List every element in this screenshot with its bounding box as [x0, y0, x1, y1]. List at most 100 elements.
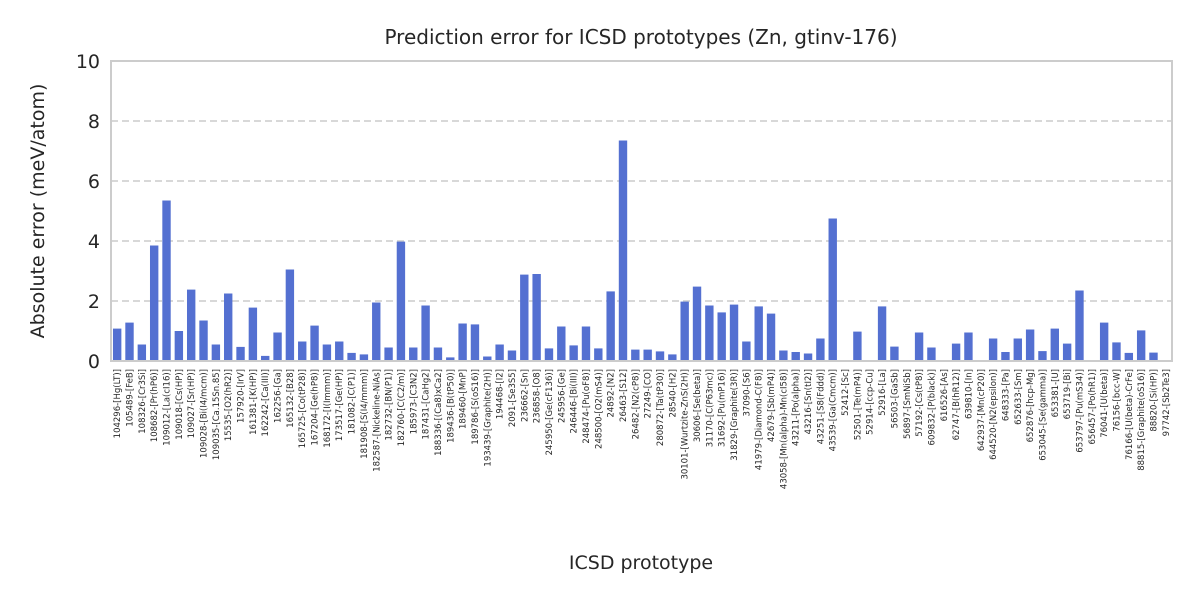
x-tick-label: 653381-[U]: [1051, 369, 1061, 417]
x-tick-label: 76156-[bcc-W]: [1112, 369, 1122, 432]
x-tick-label: 31829-[Graphite(3R)]: [730, 369, 740, 461]
x-tick-label: 162242-[Ca(III)]: [261, 369, 271, 436]
bar: [1124, 352, 1134, 361]
y-tick-label: 2: [88, 291, 100, 313]
x-tick-label: 37090-[S6]: [742, 369, 752, 417]
x-tick-label: 639810-[In]: [964, 369, 974, 419]
x-tick-label: 189786-[S(oS16)]: [471, 369, 481, 445]
x-tick-label: 181908-[S(I4/mmm)]: [360, 369, 370, 459]
bar: [372, 302, 381, 361]
x-tick-label: 653045-[Se(gamma)]: [1038, 369, 1048, 461]
bar: [569, 345, 578, 361]
bar: [310, 325, 319, 361]
x-tick-label: 652876-[hcp-Mg]: [1026, 369, 1036, 442]
x-tick-label: 24892-[N2]: [607, 369, 617, 418]
x-tick-label: 280872-[Ta(tP30)]: [656, 369, 666, 446]
bar: [162, 200, 171, 361]
bar: [483, 356, 492, 361]
x-tick-label: 26463-[S12]: [619, 369, 629, 422]
bar: [261, 355, 270, 361]
x-tick-label: 15535-[O2(hR2)]: [224, 369, 234, 441]
bar: [174, 331, 184, 361]
x-tick-label: 76166-[U(beta)-CrFe]: [1125, 369, 1135, 460]
x-axis-label: ICSD prototype: [569, 552, 713, 574]
bar: [409, 347, 418, 361]
x-tick-label: 165132-[B28]: [286, 369, 296, 428]
bar: [877, 306, 887, 361]
bar: [211, 344, 221, 361]
plot-frame: [110, 60, 1173, 362]
x-tick-label: 168172-[I(Immm)]: [323, 369, 333, 448]
bar: [421, 305, 430, 361]
x-tick-label: 644520-[N2(epsilon)]: [989, 369, 999, 460]
x-tick-label: 248474-[Pu(oF8)]: [582, 369, 592, 444]
bar: [766, 313, 776, 361]
x-tick-label: 43058-[Mn(alpha)-Mn(cI58)]: [779, 369, 789, 489]
y-tick-label: 4: [88, 231, 100, 253]
bar: [335, 341, 344, 361]
bar: [1062, 343, 1072, 361]
bar: [779, 350, 788, 361]
bar: [729, 304, 739, 361]
bar: [1075, 290, 1084, 361]
bar: [951, 343, 961, 361]
x-tick-label: 189460-[MnP]: [459, 369, 469, 429]
x-tick-label: 245956-[Ge]: [557, 369, 567, 423]
x-tick-label: 609832-[P(black)]: [927, 369, 937, 445]
x-tick-label: 56897-[SmNiSb]: [903, 369, 913, 439]
x-tick-label: 236858-[O8]: [533, 369, 543, 423]
x-tick-label: 108682-[Pr(hP6)]: [150, 369, 160, 442]
x-tick-label: 31692-[Pu(mP16)]: [718, 369, 728, 447]
bar: [631, 349, 640, 361]
x-tick-label: 62747-[B(hR12)]: [952, 369, 962, 440]
bar: [754, 306, 763, 361]
x-tick-label: 2091-[Se3S5]: [508, 369, 518, 427]
bar: [470, 324, 480, 361]
x-tick-label: 157920-[IrV]: [237, 369, 247, 423]
x-tick-label: 248500-[O2(mS4)]: [594, 369, 604, 449]
bar: [199, 320, 208, 361]
bar: [964, 332, 973, 361]
x-tick-label: 41979-[Diamond-C(F8)]: [755, 369, 765, 470]
bar: [890, 346, 899, 361]
x-tick-label: 642937-[Mn(cP20)]: [977, 369, 987, 451]
y-tick-label: 6: [88, 171, 100, 193]
bar: [618, 140, 628, 361]
bar: [1001, 352, 1010, 361]
x-tick-label: 52916-[La]: [878, 369, 888, 416]
bar: [803, 353, 813, 361]
bar: [520, 274, 529, 361]
bar: [273, 332, 282, 361]
x-tick-label: 182760-[C(C2/m)]: [397, 369, 407, 446]
x-tick-label: 182732-[BN(P1)]: [385, 369, 395, 441]
bar: [988, 338, 998, 361]
bars: [112, 140, 1158, 361]
bar: [384, 347, 393, 361]
bar: [396, 241, 406, 361]
y-tick-label: 0: [88, 351, 100, 373]
bar: [1149, 352, 1158, 361]
x-tick-label: 109018-[Cs(HP)]: [175, 369, 185, 440]
x-tick-label: 76041-[U(beta)]: [1100, 369, 1110, 438]
x-tick-label: 97742-[Sb2Te3]: [1162, 369, 1172, 436]
bar: [668, 354, 677, 361]
x-tick-label: 182587-[Nickeline-NiAs]: [372, 369, 382, 472]
x-tick-label: 653719-[Bi]: [1063, 369, 1073, 419]
x-tick-label: 193439-[Graphite(2H)]: [483, 369, 493, 467]
bar: [742, 341, 751, 361]
bar: [1099, 322, 1109, 361]
x-tick-label: 88820-[Si(HP)]: [1149, 369, 1159, 432]
bar: [1136, 330, 1146, 361]
x-tick-label: 236662-[Sn]: [520, 369, 530, 422]
bar: [236, 346, 245, 361]
bar: [433, 347, 443, 361]
bar: [446, 357, 455, 361]
bar: [285, 269, 295, 361]
bar: [680, 301, 689, 361]
bar: [1038, 351, 1047, 361]
x-tick-label: 188336-[(Ca8)xCa2]: [434, 369, 444, 456]
grid-lines: [111, 120, 1172, 302]
bar: [1025, 329, 1035, 361]
x-tick-label: 187431-[CaHg2]: [422, 369, 432, 440]
